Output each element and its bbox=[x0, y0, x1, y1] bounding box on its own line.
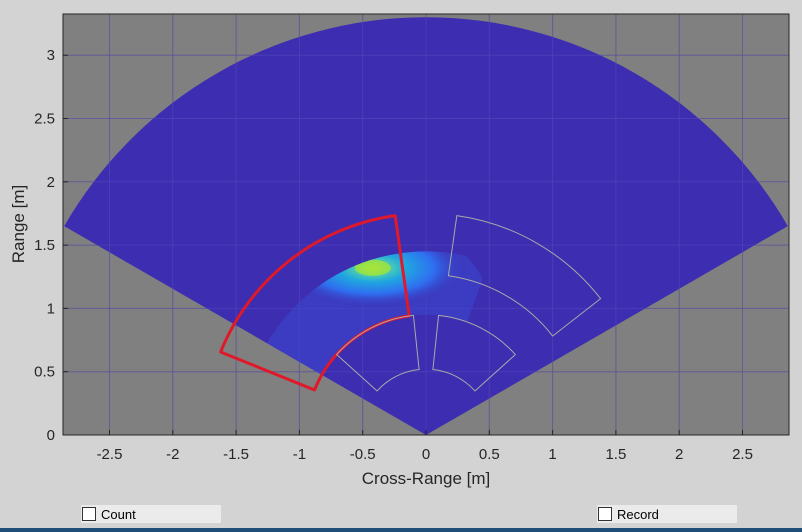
x-tick-label: 1.5 bbox=[605, 446, 626, 463]
x-tick-label: -1 bbox=[293, 446, 306, 463]
y-tick-label: 3 bbox=[47, 47, 55, 64]
zone-far-left bbox=[219, 214, 411, 392]
zone-far-right bbox=[447, 215, 602, 337]
taskbar-strip bbox=[0, 528, 802, 532]
zone-near-right bbox=[432, 314, 516, 392]
count-checkbox[interactable] bbox=[82, 507, 96, 521]
x-tick-label: -1.5 bbox=[223, 446, 249, 463]
count-label: Count bbox=[101, 506, 136, 522]
x-tick-label: 1 bbox=[548, 446, 556, 463]
x-tick-label: 0.5 bbox=[479, 446, 500, 463]
y-tick-label: 1.5 bbox=[34, 237, 55, 254]
record-checkbox-row[interactable]: Record bbox=[597, 505, 737, 523]
heat-core bbox=[354, 259, 391, 276]
y-tick-label: 2.5 bbox=[34, 111, 55, 128]
record-label: Record bbox=[617, 506, 659, 522]
x-tick-label: -0.5 bbox=[350, 446, 376, 463]
x-tick-label: -2.5 bbox=[97, 446, 123, 463]
x-tick-label: 2.5 bbox=[732, 446, 753, 463]
x-tick-label: -2 bbox=[166, 446, 179, 463]
zone-near-left bbox=[336, 314, 420, 392]
x-axis-label: Cross-Range [m] bbox=[362, 469, 490, 488]
y-axis-label: Range [m] bbox=[9, 185, 28, 263]
y-tick-label: 0.5 bbox=[34, 364, 55, 381]
x-tick-label: 2 bbox=[675, 446, 683, 463]
record-checkbox[interactable] bbox=[598, 507, 612, 521]
y-tick-label: 2 bbox=[47, 174, 55, 191]
y-tick-label: 0 bbox=[47, 427, 55, 444]
x-tick-label: 0 bbox=[422, 446, 430, 463]
y-tick-label: 1 bbox=[47, 300, 55, 317]
count-checkbox-row[interactable]: Count bbox=[81, 505, 221, 523]
